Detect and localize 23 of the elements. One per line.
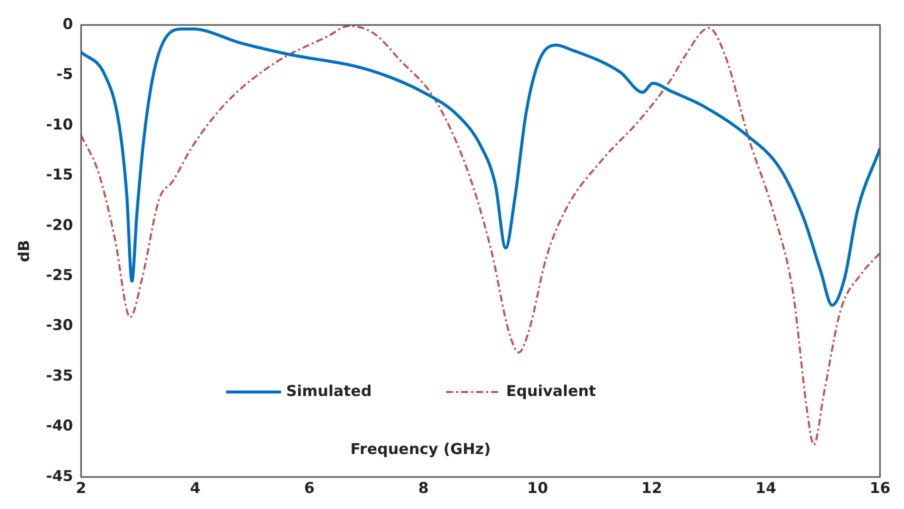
- x-tick-label: 10: [527, 478, 548, 497]
- y-tick-label: -35: [46, 366, 74, 384]
- y-tick-label: 0: [62, 14, 74, 33]
- x-tick-label: 12: [641, 478, 662, 497]
- x-tick-label: 6: [304, 478, 315, 497]
- y-tick-label: -5: [56, 65, 74, 84]
- y-tick-label: -10: [46, 115, 74, 134]
- y-tick-label: -25: [46, 266, 74, 284]
- y-axis-title: dB: [14, 240, 33, 262]
- line-series: [81, 28, 880, 307]
- x-tick-label: 14: [755, 478, 776, 497]
- y-tick-label: -45: [46, 466, 74, 485]
- x-tick-label: 16: [870, 478, 890, 497]
- x-tick-label: 4: [190, 478, 200, 497]
- x-tick-label: 8: [418, 478, 429, 497]
- y-tick-label: -15: [46, 166, 74, 184]
- y-tick-label: -40: [46, 416, 74, 435]
- x-axis-title: Frequency (GHz): [350, 440, 491, 458]
- y-tick-label: -20: [46, 216, 74, 234]
- y-tick-label: -30: [46, 316, 74, 334]
- x-tick-label: 2: [76, 478, 86, 497]
- legend-label: Simulated: [286, 382, 372, 400]
- legend-label: Equivalent: [506, 382, 596, 400]
